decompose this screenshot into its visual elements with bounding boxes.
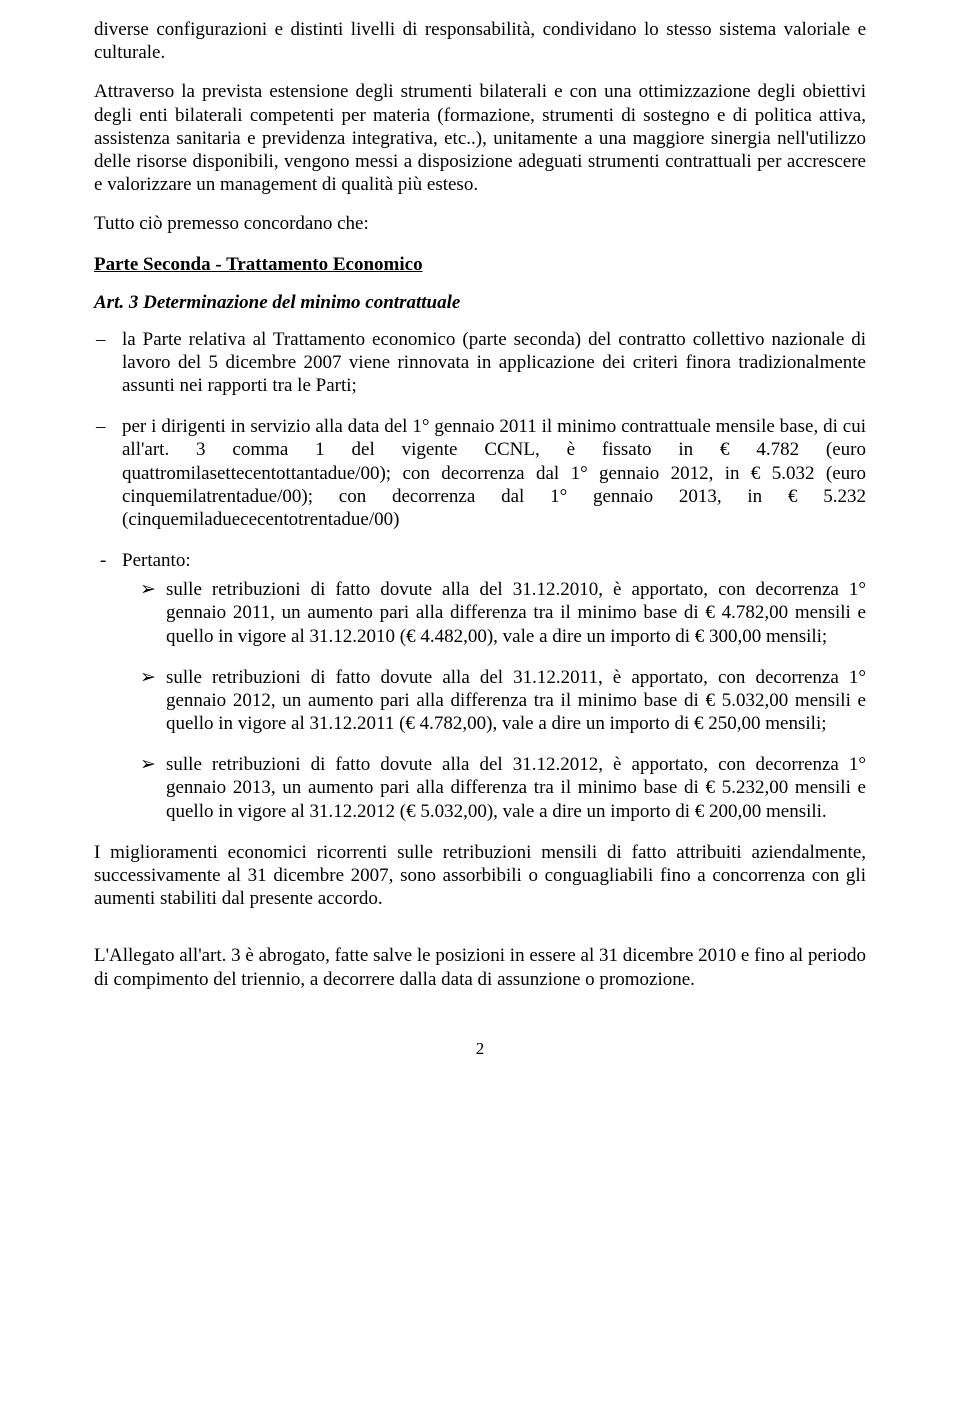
paragraph-intro-1: diverse configurazioni e distinti livell…	[94, 18, 866, 64]
bullet-list-pertanto: Pertanto:	[94, 549, 866, 572]
paragraph-miglioramenti: I miglioramenti economici ricorrenti sul…	[94, 841, 866, 911]
article-subheading-art3: Art. 3 Determinazione del minimo contrat…	[94, 291, 866, 314]
section-heading-parte-seconda: Parte Seconda - Trattamento Economico	[94, 253, 866, 276]
paragraph-allegato: L'Allegato all'art. 3 è abrogato, fatte …	[94, 944, 866, 990]
document-page: diverse configurazioni e distinti livell…	[0, 0, 960, 1099]
bullet-list-main: la Parte relativa al Trattamento economi…	[94, 328, 866, 531]
arrow-bullet-item: sulle retribuzioni di fatto dovute alla …	[94, 666, 866, 736]
paragraph-premesso: Tutto ciò premesso concordano che:	[94, 212, 866, 235]
bullet-item-pertanto: Pertanto:	[94, 549, 866, 572]
arrow-bullet-item: sulle retribuzioni di fatto dovute alla …	[94, 753, 866, 823]
bullet-item: la Parte relativa al Trattamento economi…	[94, 328, 866, 398]
paragraph-intro-2: Attraverso la prevista estensione degli …	[94, 80, 866, 196]
arrow-bullet-item: sulle retribuzioni di fatto dovute alla …	[94, 578, 866, 648]
page-number: 2	[94, 1039, 866, 1060]
arrow-bullet-list: sulle retribuzioni di fatto dovute alla …	[94, 578, 866, 823]
bullet-item: per i dirigenti in servizio alla data de…	[94, 415, 866, 531]
